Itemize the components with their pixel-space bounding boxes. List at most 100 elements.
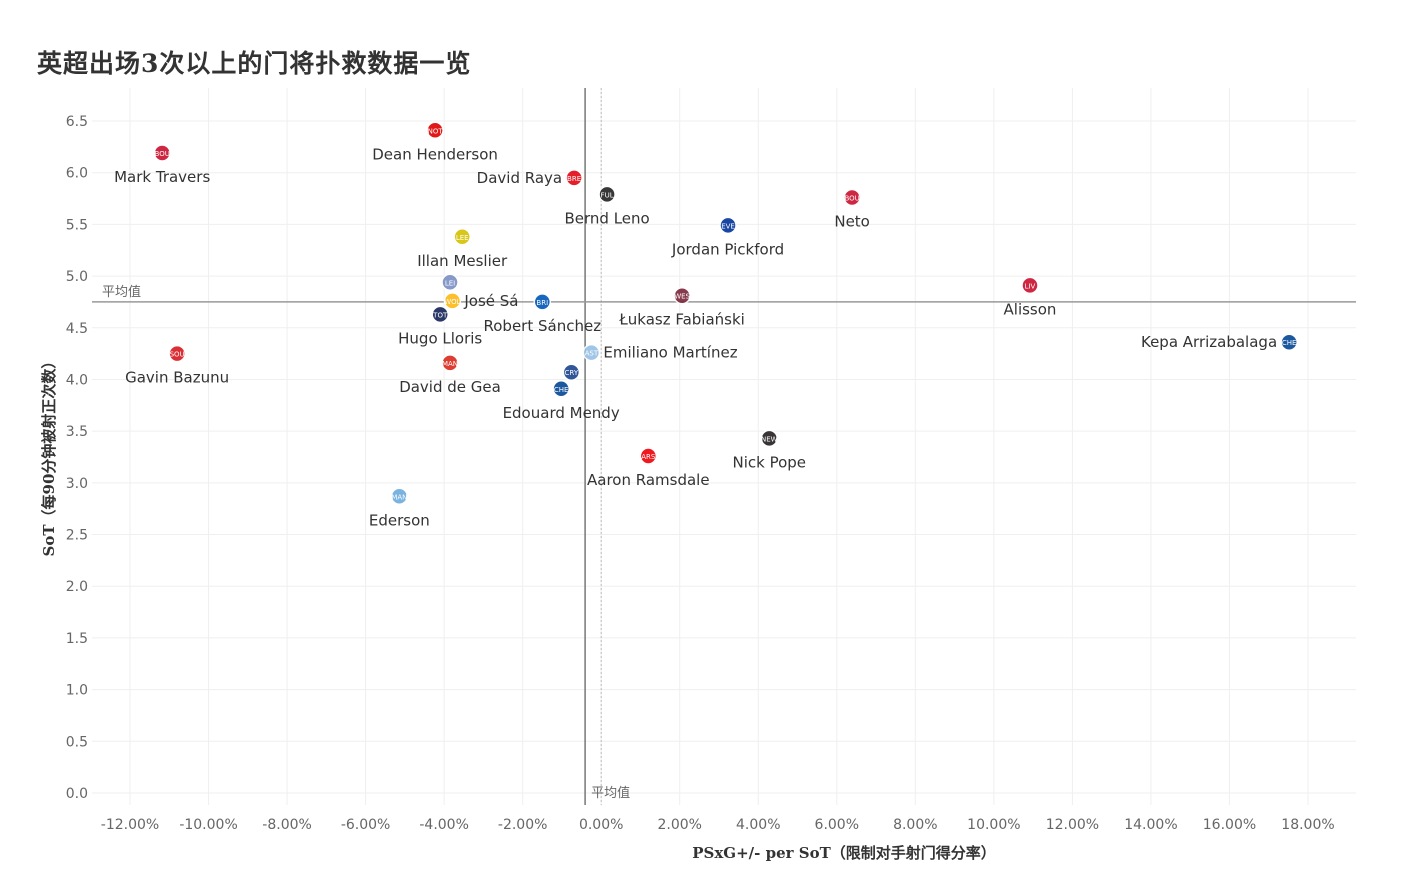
team-logo-mark: BOU xyxy=(155,150,170,158)
team-logo-mark: CHE xyxy=(554,386,569,394)
x-tick-label: 12.00% xyxy=(1046,817,1099,833)
team-logo-mark: FUL xyxy=(601,191,614,199)
y-tick-label: 0.0 xyxy=(66,786,88,802)
team-logo-point xyxy=(390,487,409,506)
point-label: David Raya xyxy=(477,169,562,187)
point-label: Dean Henderson xyxy=(372,145,498,163)
x-tick-label: 2.00% xyxy=(657,817,701,833)
x-tick-label: 0.00% xyxy=(579,817,623,833)
y-tick-label: 1.5 xyxy=(66,631,88,647)
point-label: Kepa Arrizabalaga xyxy=(1141,333,1277,351)
team-logo-mark: EVE xyxy=(721,222,735,230)
x-tick-label: -2.00% xyxy=(498,817,548,833)
team-logo-point xyxy=(168,344,186,363)
point-label: Emiliano Martínez xyxy=(603,344,737,362)
y-tick-label: 0.5 xyxy=(66,734,88,750)
team-logo-mark: LEI xyxy=(445,279,455,287)
point-label: Mark Travers xyxy=(114,168,210,186)
y-tick-label: 3.0 xyxy=(66,476,88,492)
team-logo-point xyxy=(719,216,737,235)
team-logo-point xyxy=(760,429,779,448)
team-logo-point xyxy=(441,354,459,372)
x-tick-label: -4.00% xyxy=(419,817,469,833)
team-logo-point xyxy=(453,228,471,246)
team-logo-point xyxy=(565,169,583,187)
team-logo-point xyxy=(153,144,171,162)
x-tick-label: 6.00% xyxy=(815,817,859,833)
team-logo-mark: CHE xyxy=(1282,339,1297,347)
team-logo-point xyxy=(598,185,616,204)
x-tick-label: -6.00% xyxy=(341,817,391,833)
x-tick-label: 18.00% xyxy=(1281,817,1334,833)
x-tick-label: -10.00% xyxy=(179,817,237,833)
team-logo-point xyxy=(533,293,552,311)
team-logo-mark: CRY xyxy=(565,369,579,377)
team-logo-mark: NEW xyxy=(761,435,778,443)
team-logo-point xyxy=(552,380,570,398)
point-label: Łukasz Fabiański xyxy=(618,311,745,329)
team-logo-mark: MAN xyxy=(391,493,407,501)
y-tick-label: 6.0 xyxy=(66,166,88,182)
point-label: Illan Meslier xyxy=(417,252,508,270)
team-logo-mark: LIV xyxy=(1025,282,1036,290)
team-logo-mark: WOL xyxy=(444,298,460,306)
team-logo-point xyxy=(443,292,462,310)
team-logo-mark: SOU xyxy=(170,351,185,359)
team-logo-mark: BOU xyxy=(844,195,859,203)
team-logo-point xyxy=(843,188,861,207)
y-tick-label: 5.5 xyxy=(66,217,88,233)
point-label: Edouard Mendy xyxy=(503,404,620,422)
x-axis-label: PSxG+/- per SoT（限制对手射门得分率） xyxy=(692,844,996,862)
point-label: Nick Pope xyxy=(732,453,806,471)
y-tick-label: 4.0 xyxy=(66,372,88,388)
team-logo-mark: TOT xyxy=(432,311,448,319)
point-label: Gavin Bazunu xyxy=(125,369,229,387)
team-logo-mark: ARS xyxy=(641,453,656,461)
point-label: Ederson xyxy=(369,511,430,529)
team-logo-point xyxy=(431,305,449,324)
point-label: David de Gea xyxy=(399,378,501,396)
x-tick-label: -8.00% xyxy=(262,817,312,833)
team-logo-point xyxy=(673,286,691,305)
team-logo-point xyxy=(441,273,459,292)
team-logo-point xyxy=(562,363,581,381)
team-logo-point xyxy=(426,121,444,140)
x-average-label: 平均值 xyxy=(591,785,630,801)
point-label: Hugo Lloris xyxy=(398,329,482,347)
team-logo-mark: LEE xyxy=(456,234,469,242)
y-tick-label: 6.5 xyxy=(66,114,88,130)
x-tick-label: 10.00% xyxy=(967,817,1020,833)
y-tick-label: 2.5 xyxy=(66,528,88,544)
y-tick-label: 4.5 xyxy=(66,321,88,337)
y-tick-label: 5.0 xyxy=(66,269,88,285)
y-axis-label: SoT（每90分钟被射正次数） xyxy=(40,354,58,557)
point-label: Aaron Ramsdale xyxy=(587,471,710,489)
x-tick-label: 8.00% xyxy=(893,817,937,833)
team-logo-point xyxy=(639,447,658,465)
team-logo-mark: MAN xyxy=(442,360,458,368)
x-tick-label: 4.00% xyxy=(736,817,780,833)
x-tick-label: -12.00% xyxy=(101,817,159,833)
team-logo-point xyxy=(582,343,601,362)
y-tick-label: 3.5 xyxy=(66,424,88,440)
point-label: Robert Sánchez xyxy=(484,317,602,335)
team-logo-mark: AST xyxy=(585,350,599,358)
y-tick-label: 1.0 xyxy=(66,683,88,699)
point-label: Jordan Pickford xyxy=(671,240,784,258)
point-label: José Sá xyxy=(463,292,518,310)
team-logo-mark: NOT xyxy=(428,127,444,135)
chart-title: 英超出场3次以上的门将扑救数据一览 xyxy=(37,49,472,78)
team-logo-mark: BRE xyxy=(567,175,581,183)
y-average-label: 平均值 xyxy=(102,284,141,300)
y-tick-label: 2.0 xyxy=(66,579,88,595)
point-label: Alisson xyxy=(1004,300,1057,318)
point-label: Neto xyxy=(834,213,870,231)
team-logo-point xyxy=(1021,276,1039,295)
team-logo-point xyxy=(1280,333,1298,351)
x-tick-label: 14.00% xyxy=(1124,817,1177,833)
point-label: Bernd Leno xyxy=(564,209,649,227)
team-logo-mark: BRI xyxy=(536,299,548,307)
team-logo-mark: WES xyxy=(674,293,690,301)
x-tick-label: 16.00% xyxy=(1203,817,1256,833)
